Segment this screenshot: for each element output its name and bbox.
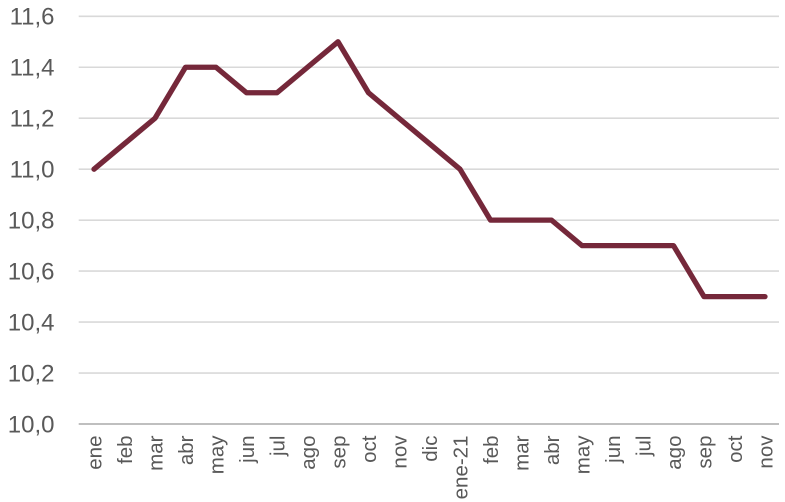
svg-text:jul: jul	[632, 436, 655, 458]
svg-text:may: may	[205, 435, 228, 474]
svg-text:jul: jul	[266, 436, 289, 458]
svg-text:feb: feb	[480, 436, 503, 465]
svg-text:feb: feb	[114, 436, 137, 465]
svg-text:may: may	[571, 435, 594, 474]
svg-text:oct: oct	[358, 435, 381, 463]
svg-text:dic: dic	[419, 436, 442, 462]
svg-text:jun: jun	[236, 436, 259, 464]
svg-text:11,4: 11,4	[10, 55, 55, 82]
svg-text:nov: nov	[754, 435, 777, 469]
svg-text:10,6: 10,6	[8, 258, 55, 285]
svg-text:ene: ene	[83, 436, 106, 470]
svg-text:sep: sep	[693, 436, 716, 469]
svg-text:oct: oct	[724, 435, 747, 463]
svg-text:11,2: 11,2	[10, 105, 55, 132]
svg-text:10,2: 10,2	[8, 360, 55, 387]
svg-text:10,0: 10,0	[8, 411, 55, 438]
svg-text:10,4: 10,4	[8, 309, 55, 336]
svg-text:mar: mar	[144, 435, 167, 470]
svg-text:10,8: 10,8	[8, 207, 55, 234]
svg-text:jun: jun	[602, 436, 625, 464]
svg-text:sep: sep	[327, 436, 350, 469]
svg-text:nov: nov	[388, 435, 411, 469]
svg-text:abr: abr	[541, 435, 564, 465]
svg-text:11,0: 11,0	[10, 156, 55, 183]
svg-text:ago: ago	[297, 436, 320, 470]
svg-text:ago: ago	[663, 436, 686, 470]
svg-text:abr: abr	[175, 435, 198, 465]
svg-text:mar: mar	[510, 435, 533, 470]
svg-text:ene-21: ene-21	[449, 436, 472, 500]
svg-text:11,6: 11,6	[10, 4, 55, 31]
